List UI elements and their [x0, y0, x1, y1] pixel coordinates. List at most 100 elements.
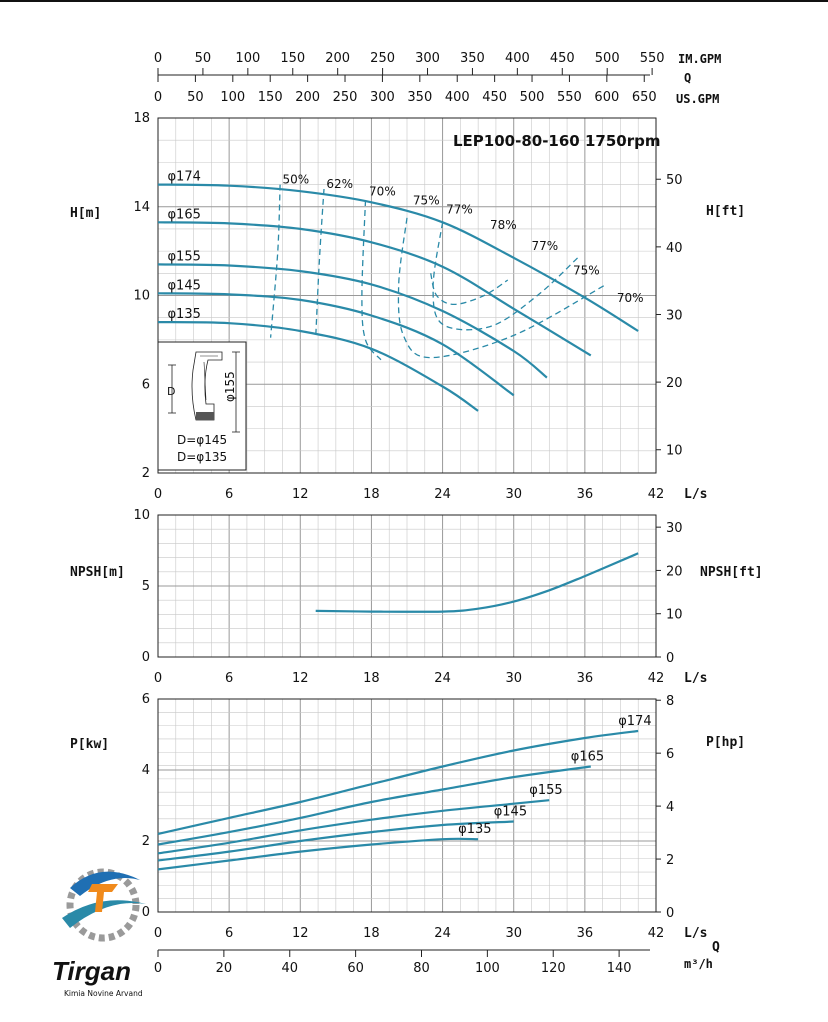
efficiency-label: 75%	[573, 263, 600, 277]
right-tick-label: 20	[666, 376, 683, 391]
right-tick-label: 8	[666, 694, 674, 709]
inset-line-2: D=φ135	[177, 450, 227, 464]
us-gpm-tick-label: 600	[594, 90, 619, 105]
efficiency-label: 62%	[326, 177, 353, 191]
y-tick-label: 5	[142, 579, 150, 594]
im-gpm-tick-label: 250	[370, 51, 395, 66]
y-tick-label: 2	[142, 834, 150, 849]
head-curve-labels: φ174 φ165 φ155 φ145 φ135	[167, 170, 200, 323]
top-q-label: Q	[684, 71, 691, 85]
y-tick-label: 4	[142, 763, 150, 778]
im-gpm-tick-label: 300	[415, 51, 440, 66]
top-border-line	[0, 0, 828, 2]
head-curve-label: φ174	[167, 170, 200, 185]
power-hp-label: P[hp]	[706, 735, 745, 750]
efficiency-curve-78%	[430, 273, 509, 306]
im-gpm-tick-label: 500	[595, 51, 620, 66]
im-gpm-tick-label: 150	[280, 51, 305, 66]
y-tick-label: 10	[133, 289, 150, 304]
efficiency-label: 77%	[532, 239, 559, 253]
efficiency-label: 50%	[283, 172, 310, 186]
npsh-m-label: NPSH[m]	[70, 565, 125, 580]
inset-d-label: D	[167, 385, 175, 398]
x-tick-label: 12	[292, 926, 309, 941]
power-grid	[158, 698, 656, 913]
x-tick-label: 24	[434, 926, 451, 941]
x-tick-label: 42	[648, 487, 665, 502]
right-tick-label: 30	[666, 521, 683, 536]
head-m-label: H[m]	[70, 206, 101, 221]
power-curve-φ145	[157, 820, 514, 862]
bottom-q-label: Q	[712, 940, 720, 955]
right-tick-label: 30	[666, 308, 683, 323]
right-tick-label: 20	[666, 564, 683, 579]
power-kw-label: P[kw]	[70, 737, 109, 752]
npsh-grid	[158, 514, 656, 658]
power-curve-label: φ165	[571, 749, 604, 764]
x-tick-label: 36	[577, 926, 594, 941]
x-tick-label: 30	[505, 487, 522, 502]
x-tick-label: 6	[225, 926, 233, 941]
x-tick-label: 42	[648, 671, 665, 686]
m3h-tick-label: 20	[216, 961, 233, 976]
us-gpm-tick-label: 250	[333, 90, 358, 105]
x-tick-label: 12	[292, 671, 309, 686]
us-gpm-tick-label: 550	[557, 90, 582, 105]
us-gpm-tick-label: 150	[258, 90, 283, 105]
m3h-tick-label: 80	[413, 961, 430, 976]
x-tick-label: 30	[505, 926, 522, 941]
us-gpm-tick-label: 50	[187, 90, 204, 105]
y-tick-label: 6	[142, 692, 150, 707]
x-tick-label: 12	[292, 487, 309, 502]
head-curves	[157, 183, 639, 412]
efficiency-label: 70%	[617, 291, 644, 305]
x-tick-label: 0	[154, 671, 162, 686]
head-curve-φ165	[157, 221, 592, 357]
bottom-m3h-axis: 0 20 40 60 80 100 120 140 Q m³/h	[154, 940, 720, 976]
x-tick-label: 24	[434, 487, 451, 502]
npsh-ft-label: NPSH[ft]	[700, 565, 763, 580]
head-ticks: 2 6 10 14 18 0 6 12 18 24 30 36 42 10 20 30 40 50	[133, 111, 682, 502]
right-tick-label: 4	[666, 800, 674, 815]
x-tick-label: 36	[577, 671, 594, 686]
efficiency-labels: 50% 62% 70% 75% 77% 78% 77% 75% 70%	[283, 172, 644, 305]
right-tick-label: 50	[666, 173, 683, 188]
im-gpm-tick-label: 400	[505, 51, 530, 66]
m3h-tick-label: 40	[281, 961, 298, 976]
x-tick-label: 30	[505, 671, 522, 686]
im-gpm-label: IM.GPM	[678, 52, 721, 66]
y-tick-label: 6	[142, 377, 150, 392]
efficiency-label: 70%	[369, 185, 396, 199]
inset-phi-label: φ155	[223, 371, 237, 402]
x-tick-label: 18	[363, 671, 380, 686]
im-gpm-tick-label: 350	[460, 51, 485, 66]
x-tick-label: 24	[434, 671, 451, 686]
x-tick-label: 0	[154, 487, 162, 502]
us-gpm-tick-label: 200	[295, 90, 320, 105]
logo-swoosh-top	[70, 871, 140, 896]
m3h-tick-label: 60	[347, 961, 364, 976]
right-tick-label: 6	[666, 747, 674, 762]
head-curve-φ135	[157, 321, 479, 412]
efficiency-curve-70%	[361, 200, 382, 361]
us-gpm-tick-label: 400	[445, 90, 470, 105]
chart-title: LEP100-80-160 1750rpm	[453, 132, 660, 150]
power-curve-φ135	[157, 837, 479, 871]
power-curve-φ165	[157, 765, 591, 846]
right-tick-label: 0	[666, 906, 674, 921]
right-tick-label: 2	[666, 853, 674, 868]
head-curve-φ174	[157, 183, 639, 332]
head-panel: 2 6 10 14 18 0 6 12 18 24 30 36 42 10 20 30 40 50 LEP100-…	[70, 111, 745, 502]
m3h-label: m³/h	[684, 957, 713, 971]
us-gpm-label: US.GPM	[676, 92, 719, 106]
right-tick-label: 10	[666, 608, 683, 623]
npsh-x-unit: L/s	[684, 671, 707, 686]
efficiency-curves	[269, 184, 607, 361]
efficiency-label: 78%	[490, 218, 517, 232]
x-tick-label: 6	[225, 487, 233, 502]
